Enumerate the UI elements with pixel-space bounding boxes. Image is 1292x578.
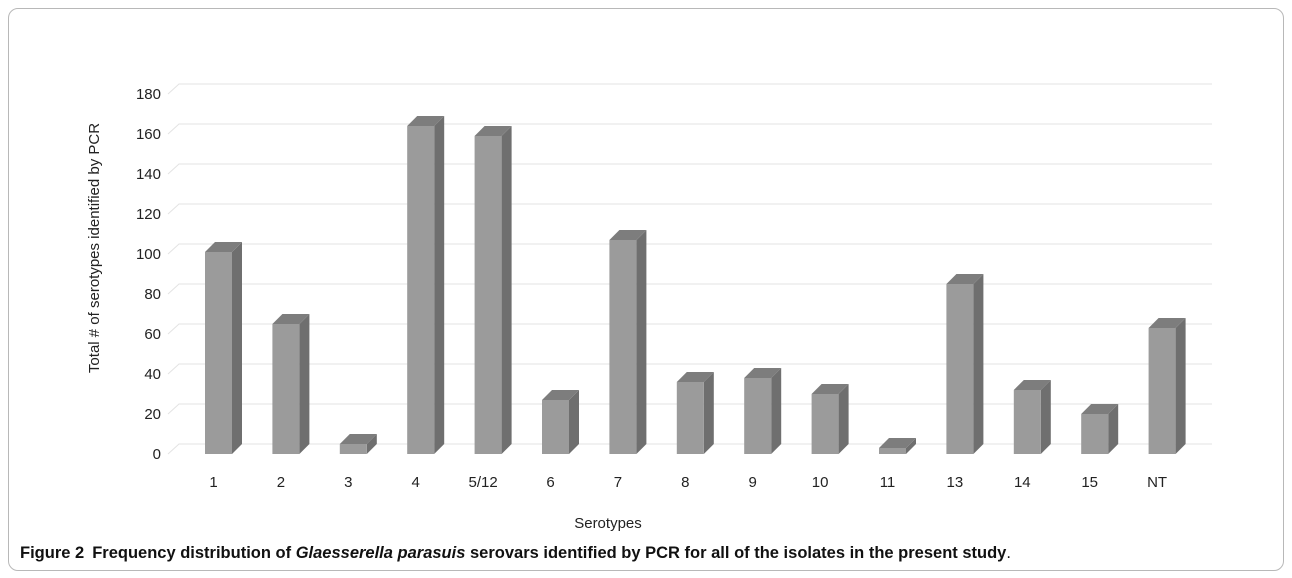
gridline (167, 443, 1212, 455)
bar-top (811, 384, 849, 394)
gridline (167, 243, 1212, 255)
bar-top (946, 274, 984, 284)
bar-top (474, 126, 512, 136)
x-tick-label: 1 (209, 474, 217, 491)
bar-top (676, 372, 714, 382)
y-axis-ticks: 0 20 40 60 80 100 120 140 160 180 (136, 86, 161, 463)
x-axis-ticks: 1 2 3 4 5/12 6 7 8 9 10 11 13 14 15 NT (209, 474, 1167, 491)
bar (339, 444, 367, 454)
x-tick-label: 4 (412, 474, 420, 491)
species-name: Glaesserella parasuis (295, 544, 466, 562)
x-axis-title: Serotypes (574, 515, 642, 532)
y-axis-title: Total # of serotypes identified by PCR (86, 123, 103, 373)
x-tick-label: 11 (880, 474, 896, 491)
bar-top (1081, 404, 1119, 414)
bars (205, 116, 1186, 454)
gridline (167, 163, 1212, 175)
bar-side (366, 434, 377, 454)
bar (609, 240, 637, 454)
y-tick-label: 40 (144, 366, 161, 383)
bar (474, 136, 502, 454)
bar-top (744, 368, 782, 378)
bar (205, 252, 232, 454)
bar-side (973, 274, 984, 454)
bar-top (879, 438, 916, 448)
bar-side (299, 314, 310, 454)
gridlines (167, 83, 1212, 455)
bar-top (609, 230, 647, 240)
bar-side (1175, 318, 1186, 454)
bar-side (771, 368, 782, 454)
x-tick-label: 14 (1014, 474, 1031, 491)
bar-side (838, 384, 849, 454)
bar (744, 378, 772, 454)
figure-caption: Figure 2 Frequency distribution of Glaess… (20, 544, 1275, 563)
bar-side (501, 126, 512, 454)
y-tick-label: 160 (136, 126, 161, 143)
bar-side (434, 116, 445, 454)
x-tick-label: 10 (812, 474, 829, 491)
x-tick-label: 2 (277, 474, 285, 491)
y-tick-label: 120 (136, 206, 161, 223)
x-tick-label: 6 (546, 474, 554, 491)
bar (407, 126, 435, 454)
bar-side (1040, 380, 1051, 454)
caption-text-after: serovars identified by PCR for all of th… (465, 544, 1007, 562)
bar-top (542, 390, 579, 400)
y-tick-label: 20 (144, 406, 161, 423)
figure-frame (8, 8, 1284, 571)
bar-top (205, 242, 242, 252)
x-tick-label: 8 (681, 474, 689, 491)
bar (1148, 328, 1176, 454)
x-tick-label: 13 (947, 474, 964, 491)
gridline (167, 203, 1212, 215)
x-tick-label: NT (1147, 474, 1167, 491)
gridline (167, 83, 1212, 95)
bar (272, 324, 300, 454)
gridline (167, 363, 1212, 375)
figure-label: Figure 2 (20, 544, 85, 562)
y-tick-label: 140 (136, 166, 161, 183)
bar-side (636, 230, 647, 454)
x-tick-label: 7 (614, 474, 622, 491)
x-tick-label: 3 (344, 474, 352, 491)
bar-side (703, 372, 714, 454)
y-tick-label: 60 (144, 326, 161, 343)
bar-top (1148, 318, 1186, 328)
caption-text-before: Frequency distribution of (92, 544, 296, 562)
bar-side (906, 438, 916, 454)
bar (1081, 414, 1109, 454)
y-tick-label: 100 (136, 246, 161, 263)
bar (879, 448, 906, 454)
bar-side (232, 242, 242, 454)
gridline (167, 403, 1212, 415)
gridline (167, 323, 1212, 335)
bar (811, 394, 839, 454)
bar (946, 284, 974, 454)
gridline (167, 283, 1212, 295)
bar-top (339, 434, 377, 444)
bar (1013, 390, 1041, 454)
bar (676, 382, 704, 454)
bar-side (1108, 404, 1119, 454)
x-tick-label: 9 (749, 474, 757, 491)
bar (542, 400, 569, 454)
bar-top (272, 314, 310, 324)
y-tick-label: 180 (136, 86, 161, 103)
x-tick-label: 5/12 (468, 474, 497, 491)
gridline (167, 123, 1212, 135)
x-tick-label: 15 (1081, 474, 1098, 491)
bar-top (1013, 380, 1051, 390)
y-tick-label: 0 (153, 446, 161, 463)
y-tick-label: 80 (144, 286, 161, 303)
caption-period: . (1006, 544, 1011, 562)
bar-side (569, 390, 579, 454)
bar-top (407, 116, 445, 126)
